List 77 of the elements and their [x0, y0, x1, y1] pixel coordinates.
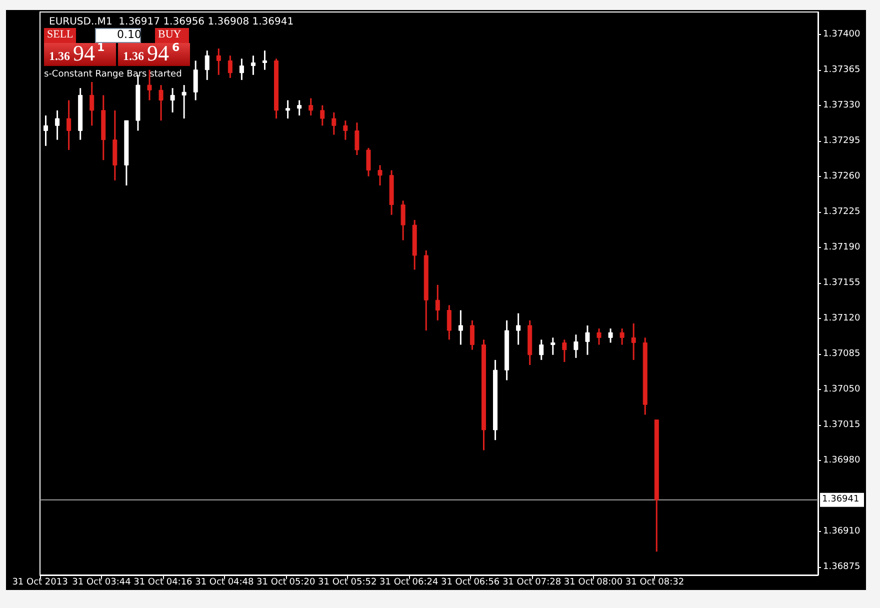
- candlestick: [286, 100, 290, 120]
- candlestick: [262, 50, 268, 71]
- candlestick: [182, 84, 186, 120]
- candlestick: [170, 87, 175, 114]
- candlestick: [147, 69, 152, 102]
- annotation: 0.10: [117, 28, 142, 41]
- y-tick-label: 1.37050: [823, 384, 860, 394]
- x-tick-label: 31 Oct 04:48: [195, 578, 254, 588]
- candlestick: [90, 81, 94, 126]
- candlestick: [332, 112, 336, 136]
- candlestick: [550, 336, 556, 356]
- x-tick-label: 31 Oct 05:20: [256, 578, 316, 588]
- candlestick: [562, 338, 567, 363]
- candlestick: [297, 100, 302, 116]
- candlestick: [44, 114, 48, 147]
- chart-title: EURUSD..M1 1.36917 1.36956 1.36908 1.36941: [49, 16, 294, 28]
- candlestick: [516, 312, 521, 346]
- y-tick-label: 1.37365: [823, 64, 860, 75]
- candlestick: [574, 334, 578, 359]
- annotation: 6: [172, 41, 180, 54]
- y-tick-label: 1.37155: [823, 278, 860, 288]
- candlestick: [308, 97, 314, 116]
- candlestick: [354, 122, 360, 156]
- x-tick-label: 31 Oct 07:28: [502, 578, 562, 588]
- candlestick: [608, 328, 613, 344]
- x-tick-label: 31 Oct 06:56: [440, 578, 500, 588]
- y-tick-label: 1.36910: [823, 526, 860, 536]
- x-tick-label: 31 Oct 08:32: [625, 578, 684, 588]
- candlestick: [193, 60, 198, 102]
- annotation: 1: [97, 41, 105, 54]
- x-tick-label: 31 Oct 05:52: [318, 578, 377, 588]
- candlestick: [239, 58, 244, 81]
- y-tick-label: 1.37085: [823, 348, 860, 359]
- candlestick: [204, 50, 210, 81]
- candlestick: [620, 328, 624, 346]
- candlestick: [539, 338, 544, 361]
- candlestick: [250, 54, 256, 76]
- x-tick-label: 31 Oct 06:24: [379, 578, 438, 588]
- annotation: BUY: [158, 28, 182, 40]
- x-tick-label: 31 Oct 08:00: [564, 578, 623, 588]
- y-tick-label: 1.36980: [823, 455, 860, 466]
- candlestick: [378, 164, 382, 186]
- annotation: SELL: [47, 28, 74, 40]
- candlestick: [216, 48, 221, 76]
- candlestick: [596, 328, 602, 346]
- y-tick-label: 1.37400: [823, 29, 860, 40]
- candlestick: [585, 324, 590, 356]
- x-tick-label: 31 Oct 04:16: [134, 578, 193, 588]
- x-tick-label: 31 Oct 03:44: [72, 578, 132, 588]
- annotation: s-Constant Range Bars started: [44, 70, 182, 80]
- annotation: 1.36: [123, 49, 144, 63]
- y-tick-label: 1.37295: [823, 136, 860, 146]
- ref-line-label: 1.36941: [822, 494, 860, 504]
- candlestick: [631, 322, 636, 361]
- candlestick: [435, 284, 440, 322]
- candlestick: [343, 120, 348, 141]
- y-tick-label: 1.37190: [823, 242, 860, 252]
- annotation: 94: [147, 40, 169, 66]
- y-tick-label: 1.37015: [823, 420, 860, 430]
- y-tick-label: 1.37330: [823, 100, 860, 110]
- annotation: 1.36: [49, 49, 70, 63]
- candlestick: [446, 304, 452, 340]
- y-tick-label: 1.37120: [823, 313, 860, 324]
- candlestick: [158, 84, 164, 122]
- candlestick: [458, 309, 463, 346]
- candlestick: [228, 54, 232, 79]
- candlestick: [470, 320, 474, 351]
- x-tick-label: 31 Oct 2013: [12, 578, 68, 588]
- candlestick: [66, 100, 72, 151]
- annotation: 94: [73, 40, 95, 66]
- candlestick: [400, 200, 406, 241]
- y-tick-label: 1.36875: [823, 562, 860, 572]
- candlestick: [366, 147, 371, 178]
- candlestick: [320, 104, 325, 126]
- y-tick-label: 1.37225: [823, 206, 860, 217]
- candlestick: [55, 110, 60, 141]
- y-tick-label: 1.37260: [823, 171, 860, 182]
